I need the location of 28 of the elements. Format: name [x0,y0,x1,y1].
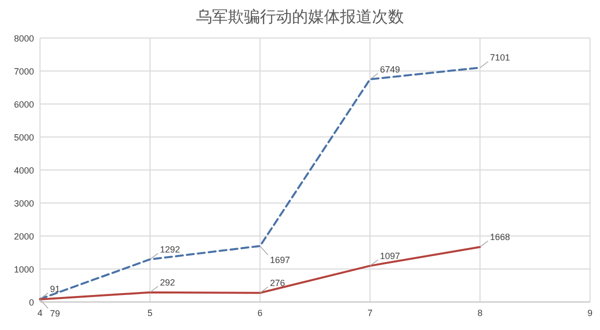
x-tick-label: 4 [37,308,43,318]
x-tick-label: 5 [147,308,153,318]
x-tick-label: 7 [367,308,373,318]
y-tick-label: 7000 [14,66,34,76]
data-label: 1697 [270,255,290,265]
data-label: 276 [270,278,286,288]
y-tick-label: 6000 [14,100,34,110]
y-tick-label: 0 [28,298,34,308]
x-tick-label: 8 [477,308,483,318]
line-series [39,246,481,300]
y-tick-label: 4000 [14,166,34,176]
data-label: 292 [160,277,176,288]
y-tick-label: 8000 [14,34,34,44]
chart-title: 乌军欺骗行动的媒体报道次数 [196,8,404,26]
y-tick-label: 5000 [14,132,34,142]
y-tick-label: 1000 [14,264,34,274]
data-label: 79 [50,308,60,318]
data-label: 91 [50,284,60,294]
data-label: 1668 [490,232,510,242]
x-tick-label: 9 [587,308,593,318]
data-label: 6749 [380,64,400,74]
x-tick-label: 6 [257,308,263,318]
data-label: 1097 [380,250,400,261]
y-tick-label: 3000 [14,198,34,208]
data-label: 7101 [490,52,510,63]
line-series [39,66,481,300]
y-tick-label: 2000 [14,232,34,242]
data-label: 1292 [160,244,180,254]
